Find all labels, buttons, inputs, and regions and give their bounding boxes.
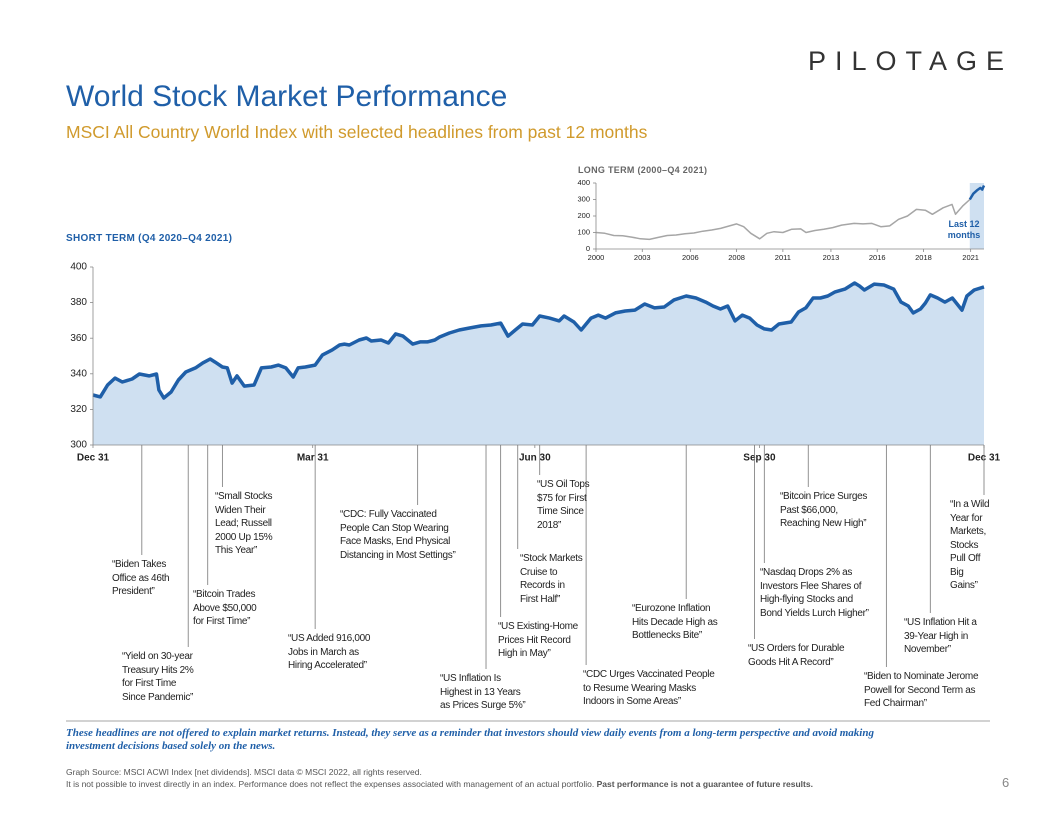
y-tick-label: 360 — [70, 333, 87, 344]
headline: “CDC Urges Vaccinated People to Resume W… — [583, 669, 715, 707]
x-tick-label: 2021 — [962, 253, 979, 262]
page-number: 6 — [1002, 775, 1010, 790]
short-term-label: SHORT TERM (Q4 2020–Q4 2021) — [66, 233, 233, 244]
line — [968, 184, 986, 201]
x-tick-label: 2018 — [915, 253, 932, 262]
x-tick-label: Dec 31 — [77, 453, 110, 464]
long-term-label: LONG TERM (2000–Q4 2021) — [578, 165, 708, 175]
headline: “US Inflation Hit a 39-Year High in Nove… — [904, 617, 977, 655]
title: World Stock Market Performance — [66, 80, 508, 113]
note: These headlines are not offered to expla… — [66, 727, 874, 752]
y-tick-label: 300 — [577, 194, 590, 203]
headline: “US Oil Tops $75 for First Time Since 20… — [537, 479, 590, 531]
y-tick-label: 200 — [577, 211, 590, 220]
headline: “CDC: Fully Vaccinated People Can Stop W… — [340, 509, 456, 561]
y-tick-label: 300 — [70, 440, 87, 451]
y-tick-label: 0 — [586, 244, 590, 253]
line — [595, 198, 971, 241]
disclaimer-text: It is not possible to invest directly in… — [66, 779, 597, 789]
y-tick-label: 320 — [70, 404, 87, 415]
headline: “US Inflation Is Highest in 13 Years as … — [440, 673, 526, 711]
headline: “Eurozone Inflation Hits Decade High as … — [632, 603, 718, 641]
x-tick-label: Sep 30 — [743, 453, 776, 464]
headline: “Yield on 30-year Treasury Hits 2% for F… — [122, 651, 194, 703]
headline: “Bitcoin Price Surges Past $66,000, Reac… — [780, 491, 868, 529]
y-tick-label: 340 — [70, 368, 87, 379]
highlight-region — [969, 183, 984, 249]
disclaimer: It is not possible to invest directly in… — [66, 779, 813, 789]
last-12-months-label: Last 12 months — [947, 219, 981, 240]
subtitle: MSCI All Country World Index with select… — [66, 122, 648, 142]
x-tick-label: 2013 — [823, 253, 840, 262]
y-tick-label: 100 — [577, 227, 590, 236]
headline: “US Added 916,000 Jobs in March as Hirin… — [288, 633, 371, 671]
x-tick-label: Jun 30 — [519, 453, 551, 464]
disclaimer-bold: Past performance is not a guarantee of f… — [596, 779, 813, 789]
y-tick-label: 400 — [70, 262, 87, 273]
area — [93, 283, 984, 445]
x-tick-label: 2008 — [728, 253, 745, 262]
x-tick-label: 2006 — [682, 253, 699, 262]
x-tick-label: 2003 — [634, 253, 651, 262]
logo: PILOTAGE — [808, 46, 1014, 76]
headline: “Small Stocks Widen Their Lead; Russell … — [215, 491, 273, 556]
x-tick-label: 2000 — [588, 253, 605, 262]
headline: “Biden Takes Office as 46th President” — [112, 559, 170, 597]
line — [92, 281, 985, 400]
headline: “US Existing-Home Prices Hit Record High… — [498, 621, 578, 659]
headline: “Stock Markets Cruise to Records in Firs… — [520, 553, 583, 605]
headline: “US Orders for Durable Goods Hit A Recor… — [748, 643, 845, 668]
headline: “In a Wild Year for Markets, Stocks Pull… — [950, 499, 990, 591]
y-tick-label: 400 — [577, 178, 590, 187]
x-tick-label: 2011 — [775, 253, 791, 262]
headline: “Bitcoin Trades Above $50,000 for First … — [193, 589, 257, 627]
headline: “Biden to Nominate Jerome Powell for Sec… — [864, 671, 979, 709]
headline: “Nasdaq Drops 2% as Investors Flee Share… — [760, 567, 869, 619]
source: Graph Source: MSCI ACWI Index [net divid… — [66, 767, 422, 777]
x-tick-label: Mar 31 — [297, 453, 329, 464]
y-tick-label: 380 — [70, 297, 87, 308]
x-tick-label: 2016 — [869, 253, 886, 262]
